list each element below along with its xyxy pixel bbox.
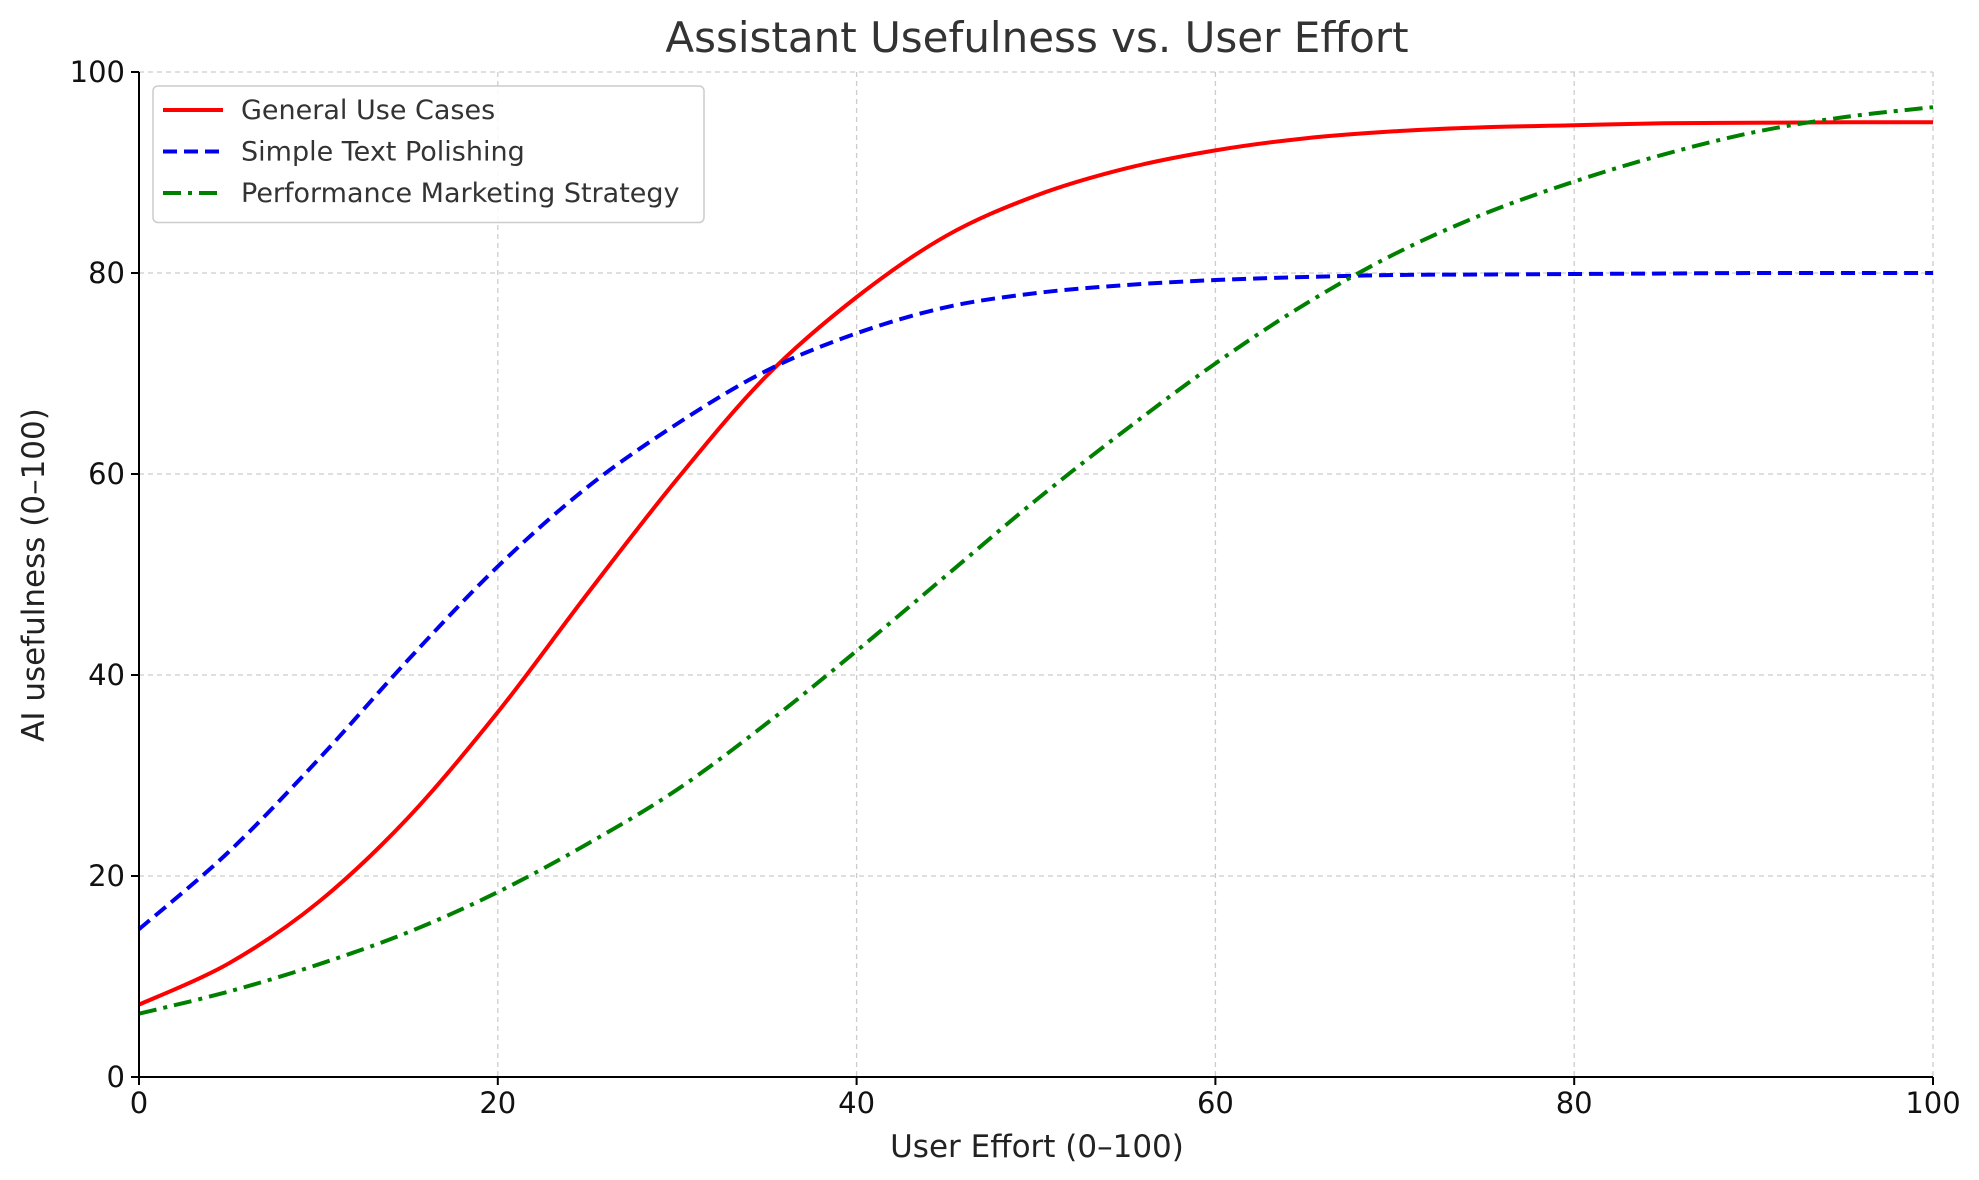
series-lines — [137, 105, 1934, 1016]
y-tick-label: 40 — [88, 658, 125, 692]
x-axis-label: User Effort (0–100) — [890, 1129, 1184, 1165]
legend: General Use Cases Simple Text Polishing Pe… — [152, 85, 705, 224]
y-tick-label: 0 — [107, 1060, 125, 1094]
series-line-1 — [138, 120, 1934, 1007]
axes — [131, 71, 1934, 1085]
chart-title: Assistant Usefulness vs. User Effort — [665, 13, 1408, 62]
x-tick-label: 40 — [838, 1086, 875, 1120]
x-tick-label: 80 — [1556, 1086, 1593, 1120]
legend-box — [152, 85, 705, 224]
x-tick-label: 20 — [479, 1086, 516, 1120]
y-tick-label: 20 — [88, 859, 125, 893]
legend-label-1: General Use Cases — [241, 95, 495, 126]
y-tick-label: 60 — [88, 457, 125, 491]
x-tick-label: 60 — [1197, 1086, 1234, 1120]
y-tick-label: 100 — [70, 55, 125, 89]
series-line-2 — [137, 270, 1933, 931]
legend-label-2: Simple Text Polishing — [241, 137, 525, 168]
y-axis-label: AI usefulness (0–100) — [16, 408, 52, 742]
x-tick-label: 0 — [130, 1086, 148, 1120]
series-line-3 — [138, 105, 1934, 1016]
y-tick-label: 80 — [88, 256, 125, 290]
tick-labels: 0 20 40 60 80 100 0 20 40 60 80 100 — [70, 55, 1961, 1120]
legend-label-3: Performance Marketing Strategy — [241, 178, 680, 209]
x-tick-label: 100 — [1905, 1086, 1960, 1120]
